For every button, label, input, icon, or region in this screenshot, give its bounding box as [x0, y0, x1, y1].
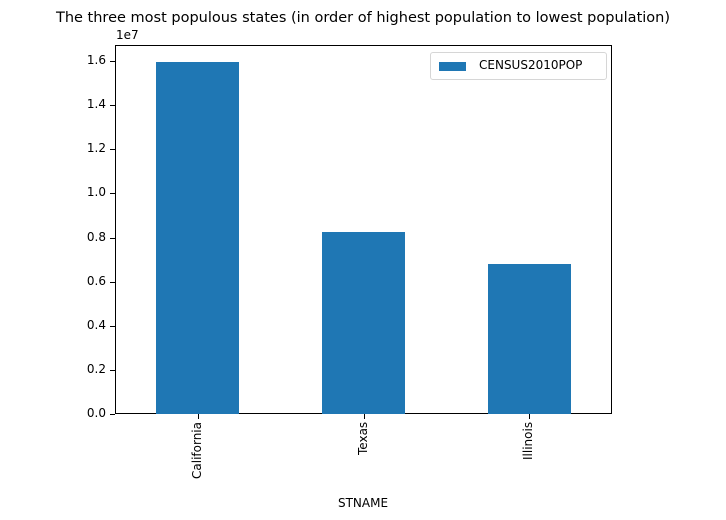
x-tick-label: California	[189, 422, 204, 479]
bar-california	[156, 61, 240, 414]
x-tick	[529, 414, 530, 419]
x-axis-label: STNAME	[337, 496, 389, 510]
y-tick	[110, 414, 115, 415]
y-tick	[110, 61, 115, 62]
chart-title: The three most populous states (in order…	[55, 10, 670, 26]
y-tick-label: 0.8	[86, 230, 106, 244]
y-tick	[110, 149, 115, 150]
y-tick	[110, 105, 115, 106]
y-tick-label: 0.4	[86, 318, 106, 332]
y-tick	[110, 326, 115, 327]
y-tick-label: 1.6	[86, 53, 106, 67]
y-tick-label: 1.2	[86, 141, 106, 155]
y-tick-label: 0.2	[86, 362, 106, 376]
y-tick-label: 0.6	[86, 274, 106, 288]
bar-illinois	[487, 263, 571, 414]
legend: CENSUS2010POP	[430, 52, 607, 80]
y-tick	[110, 238, 115, 239]
legend-label: CENSUS2010POP	[479, 58, 583, 72]
y-tick-label: 0.0	[86, 406, 106, 420]
y-tick-label: 1.4	[86, 97, 106, 111]
bar-texas	[322, 232, 405, 414]
y-tick	[110, 193, 115, 194]
y-tick	[110, 282, 115, 283]
x-tick	[364, 414, 365, 419]
y-axis-offset-label: 1e7	[116, 28, 139, 42]
legend-swatch	[439, 62, 466, 71]
x-tick-label: Illinois	[521, 421, 536, 460]
x-tick	[198, 414, 199, 419]
x-tick-label: Texas	[355, 421, 370, 455]
y-tick-label: 1.0	[86, 185, 106, 199]
y-tick	[110, 370, 115, 371]
